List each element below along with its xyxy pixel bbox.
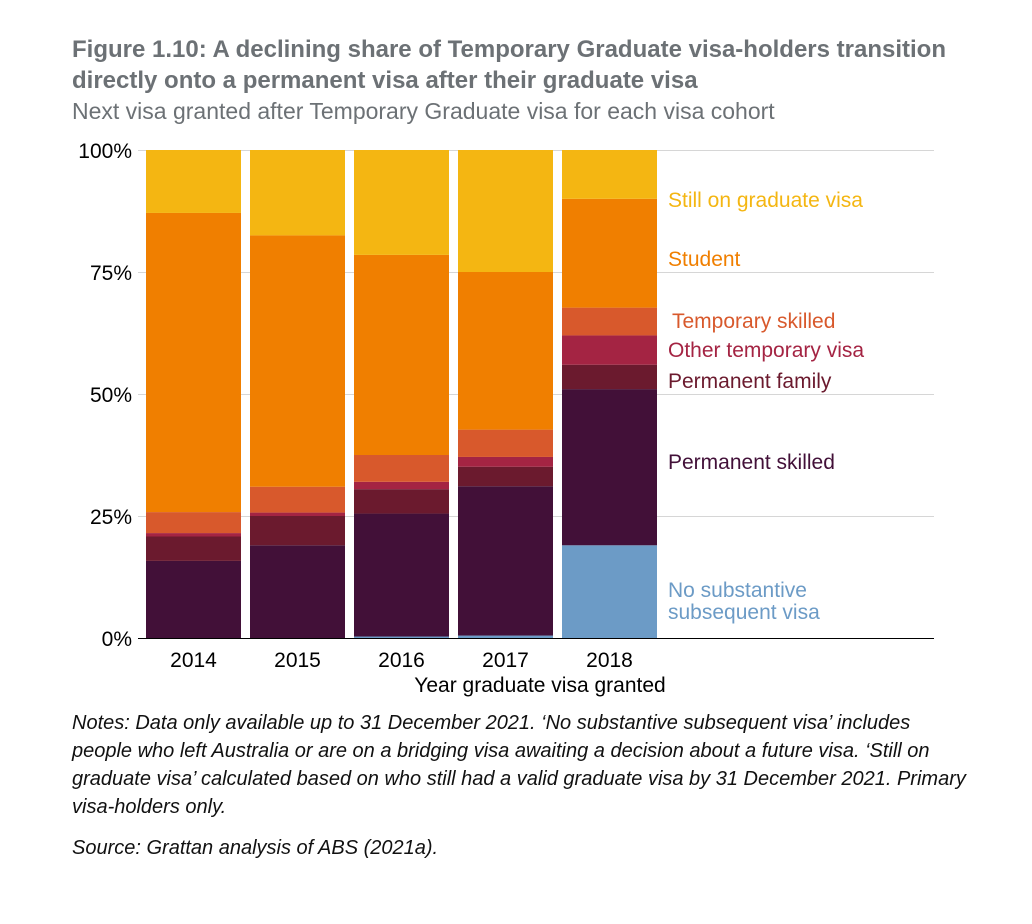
bar-segment: [250, 512, 345, 516]
bar-segment: [354, 481, 449, 490]
bar-segment: [250, 486, 345, 513]
bar-segment: [250, 516, 345, 546]
chart-subtitle: Next visa granted after Temporary Gradua…: [72, 98, 775, 124]
legend-label-line: Permanent skilled: [668, 451, 835, 474]
legend-label-line: No substantive: [668, 579, 807, 602]
bar-segment: [354, 513, 449, 637]
legend-label: Temporary skilled: [672, 310, 835, 333]
y-tick-label: 75%: [90, 262, 132, 285]
legend-label-line: Temporary skilled: [672, 310, 835, 333]
legend-label-line: Still on graduate visa: [668, 189, 863, 212]
bar-segment: [458, 486, 553, 636]
bar-segment: [458, 150, 553, 272]
x-tick-label: 2018: [586, 649, 633, 672]
bar-segment: [562, 307, 657, 336]
bar-segment: [458, 456, 553, 467]
bar-segment: [250, 235, 345, 487]
bar-segment: [354, 489, 449, 514]
legend-label: Other temporary visa: [668, 339, 864, 362]
bar-segment: [562, 335, 657, 365]
bar-segment: [146, 560, 241, 638]
bar-segment: [354, 455, 449, 482]
bar-segment: [146, 533, 241, 537]
chart-notes: Notes: Data only available up to 31 Dece…: [72, 712, 966, 818]
legend-label: No substantive subsequent visa: [668, 579, 820, 624]
stacked-bar-chart: 0% 25% 50% 75% 100% 2014 2015 2016 2017 2018 Yea…: [78, 140, 934, 697]
bar-segment: [458, 429, 553, 457]
x-tick-label: 2016: [378, 649, 425, 672]
chart-source: Source: Grattan analysis of ABS (2021a).: [72, 837, 439, 859]
x-axis-label: Year graduate visa granted: [414, 674, 665, 697]
bar-segment: [562, 389, 657, 546]
legend-label-line: Student: [668, 248, 741, 271]
legend-label: Student: [668, 248, 741, 271]
legend-label: Still on graduate visa: [668, 189, 863, 212]
y-tick-labels: 0% 25% 50% 75% 100%: [78, 140, 132, 651]
y-tick-label: 100%: [78, 140, 132, 163]
legend-label-line: subsequent visa: [668, 601, 820, 624]
bars: [146, 150, 657, 638]
chart-title: Figure 1.10: A declining share of Tempor…: [72, 36, 946, 94]
bar-segment: [458, 272, 553, 430]
y-tick-label: 0%: [102, 628, 132, 651]
legend-label: Permanent family: [668, 370, 832, 393]
legend-label-line: Other temporary visa: [668, 339, 864, 362]
bar-segment: [562, 364, 657, 390]
bar-segment: [250, 150, 345, 236]
bar-segment: [562, 150, 657, 199]
bar-segment: [458, 635, 553, 638]
bar-segment: [354, 636, 449, 638]
legend: No substantive subsequent visa Permanent s…: [668, 189, 864, 624]
x-tick-label: 2017: [482, 649, 529, 672]
x-tick-label: 2015: [274, 649, 321, 672]
bar-segment: [354, 254, 449, 455]
x-tick-labels: 2014 2015 2016 2017 2018: [170, 649, 633, 672]
bar-segment: [354, 150, 449, 255]
legend-label: Permanent skilled: [668, 451, 835, 474]
y-tick-label: 50%: [90, 384, 132, 407]
bar-segment: [146, 212, 241, 513]
bar-segment: [146, 536, 241, 561]
y-tick-label: 25%: [90, 506, 132, 529]
bar-segment: [458, 466, 553, 487]
bar-segment: [562, 198, 657, 308]
x-tick-label: 2014: [170, 649, 217, 672]
bar-segment: [146, 150, 241, 213]
legend-label-line: Permanent family: [668, 370, 832, 393]
bar-segment: [250, 545, 345, 638]
bar-segment: [146, 512, 241, 534]
bar-segment: [562, 545, 657, 638]
